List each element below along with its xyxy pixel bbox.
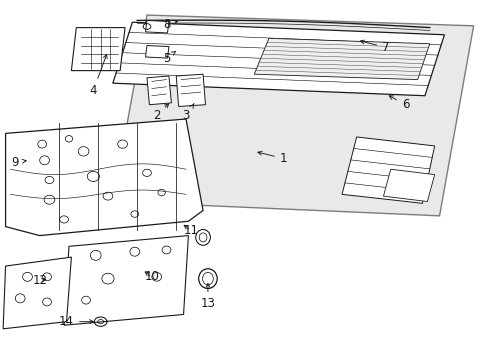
Text: 11: 11 [183, 224, 198, 237]
Polygon shape [64, 235, 188, 325]
Text: 9: 9 [12, 156, 26, 168]
Text: 4: 4 [89, 54, 107, 97]
Text: 1: 1 [257, 151, 286, 165]
Polygon shape [176, 74, 205, 107]
Text: 3: 3 [182, 104, 194, 122]
Text: 14: 14 [59, 315, 93, 328]
Text: 7: 7 [360, 40, 389, 54]
Polygon shape [147, 76, 171, 105]
Text: 12: 12 [32, 274, 47, 287]
Polygon shape [341, 137, 434, 203]
Text: 8: 8 [163, 18, 177, 31]
Polygon shape [254, 39, 429, 80]
Polygon shape [3, 257, 71, 329]
Polygon shape [145, 45, 168, 58]
Polygon shape [113, 22, 444, 96]
Text: 5: 5 [163, 51, 175, 64]
Text: 2: 2 [153, 104, 168, 122]
Polygon shape [113, 15, 473, 216]
Text: 10: 10 [144, 270, 159, 283]
Text: 13: 13 [200, 283, 215, 310]
Polygon shape [383, 169, 434, 202]
Polygon shape [71, 28, 125, 71]
Polygon shape [145, 21, 168, 33]
Text: 6: 6 [388, 96, 408, 111]
Polygon shape [5, 119, 203, 235]
